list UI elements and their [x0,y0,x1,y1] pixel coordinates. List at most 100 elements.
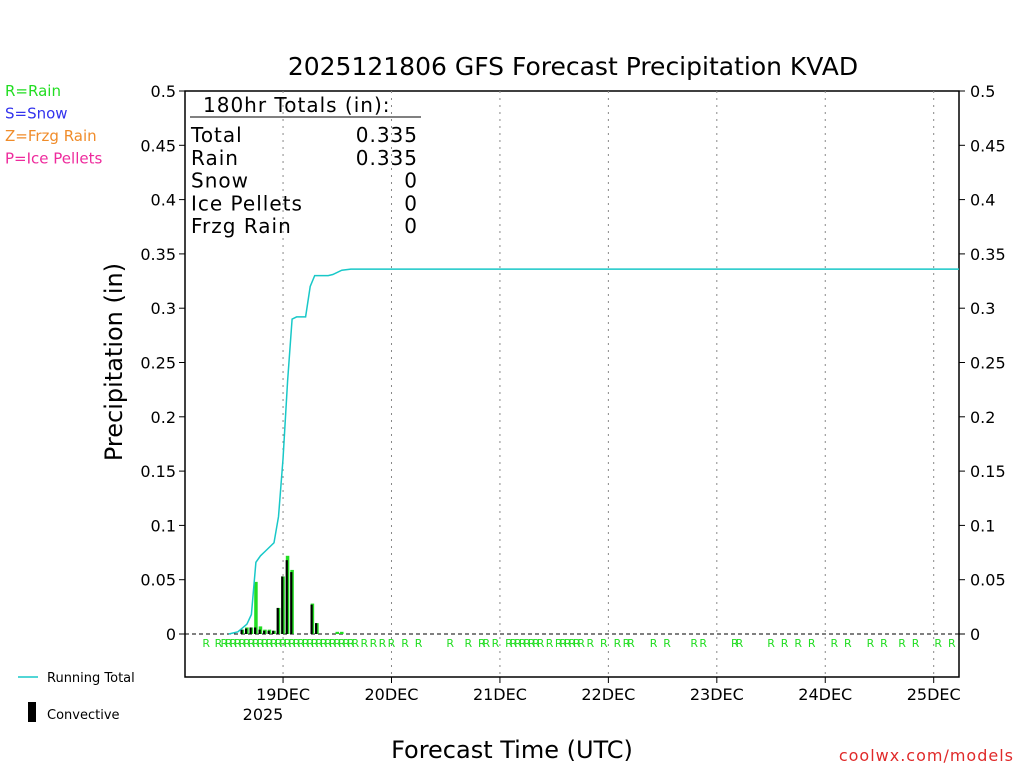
totals-label-total: Total [190,123,243,147]
rain-marker: R [532,637,540,650]
y-axis-right: 0 0.05 0.1 0.15 0.2 0.25 0.3 0.35 0.4 0.45 0.5 [959,82,1006,644]
rain-marker: R [844,637,852,650]
y-axis-left: 0 0.05 0.1 0.15 0.2 0.25 0.3 0.35 0.4 0.45 0.5 [140,82,185,644]
totals-value-snow: 0 [404,169,418,193]
rain-marker: R [333,637,341,650]
rain-marker: R [559,637,567,650]
running-total-legend-label: Running Total [47,671,135,686]
rain-marker: R [415,637,423,650]
rain-marker: R [239,637,247,650]
y-tick-label-right: 0.4 [970,191,995,210]
rain-marker: R [650,637,658,650]
rain-marker: R [279,637,287,650]
y-tick-label-right: 0.5 [970,82,995,101]
x-tick-label-25dec: 25DEC [907,685,961,704]
rain-marker: R [586,637,594,650]
x-axis-title: Forecast Time (UTC) [391,736,633,764]
convective-bar [254,627,257,634]
precip-bar [254,581,258,634]
x-axis: 19DEC 20DEC 21DEC 22DEC 23DEC 24DEC 25DEC [256,677,961,704]
legend-item-ice-pellets: P=Ice Pellets [5,150,102,168]
rain-marker: R [514,637,522,650]
y-tick-label-right: 0 [970,625,980,644]
rain-marker: R [243,637,251,650]
rain-marker: R [690,637,698,650]
totals-header: 180hr Totals (in): [203,93,391,117]
y-tick-label-left: 0.1 [151,516,176,535]
y-tick-label-right: 0.1 [970,516,995,535]
precip-bar [340,631,344,634]
x-tick-label-20dec: 20DEC [365,685,419,704]
rain-marker: R [767,637,775,650]
totals-box: 180hr Totals (in): Total 0.335 Rain 0.335 Sn… [190,93,421,238]
rain-marker: R [573,637,581,650]
rain-marker: R [306,637,314,650]
rain-marker: R [302,637,310,650]
convective-bar [281,576,284,634]
totals-rows: Total 0.335 Rain 0.335 Snow 0 Ice Pellets 0 Frzg… [190,123,418,238]
x-tick-label-23dec: 23DEC [690,685,744,704]
rain-marker: R [898,637,906,650]
rain-marker: R [781,637,789,650]
convective-bar [276,607,279,634]
rain-marker: R [614,637,622,650]
legend-item-rain: R=Rain [5,82,61,100]
convective-bar [272,630,275,634]
running-total-line [228,268,959,635]
rain-marker: R [342,637,350,650]
rain-marker: R [266,637,274,650]
rain-marker: R [248,637,256,650]
rain-marker: R [880,637,888,650]
y-tick-label-right: 0.25 [970,354,1006,373]
y-tick-label-left: 0.25 [140,354,176,373]
rain-marker: R [270,637,278,650]
rain-marker: R [275,637,283,650]
y-tick-label-left: 0.05 [140,571,176,590]
rain-marker: R [523,637,531,650]
rain-marker: R [370,637,378,650]
rain-marker: R [352,637,360,650]
convective-bar [310,604,313,634]
rain-marker: R [600,637,608,650]
totals-label-ice-pellets: Ice Pellets [191,191,303,215]
y-tick-label-right: 0.3 [970,299,995,318]
y-tick-label-left: 0.45 [140,136,176,155]
convective-bar [245,628,248,634]
convective-bar [285,560,288,634]
x-axis-year: 2025 [243,705,284,724]
y-axis-title: Precipitation (in) [100,263,128,461]
y-tick-label-left: 0.4 [151,191,176,210]
rain-marker: R [257,637,265,650]
rain-marker: R [867,637,875,650]
totals-value-frzg-rain: 0 [404,214,418,238]
rain-marker: R [505,637,513,650]
y-tick-label-left: 0.35 [140,245,176,264]
precip-bar [335,631,340,634]
rain-marker: R [528,637,536,650]
rain-marker: R [736,637,744,650]
x-tick-label-21dec: 21DEC [473,685,527,704]
rain-marker: R [934,637,942,650]
y-tick-label-left: 0.5 [151,82,176,101]
rain-marker: R [338,637,346,650]
totals-value-ice-pellets: 0 [404,191,418,215]
convective-bar [315,623,318,634]
credit-link[interactable]: coolwx.com/models [839,746,1014,765]
rain-marker: R [510,637,518,650]
rain-marker: R [519,637,527,650]
totals-value-rain: 0.335 [356,146,418,170]
rain-marker: R [731,637,739,650]
rain-marker: R [446,637,454,650]
convective-bar [263,630,266,634]
y-tick-label-left: 0.15 [140,462,176,481]
convective-legend-label: Convective [47,708,120,723]
rain-marker: R [388,637,396,650]
rain-marker: R [537,637,545,650]
y-tick-label-right: 0.15 [970,462,1006,481]
x-tick-label-19dec: 19DEC [256,685,310,704]
rain-marker: R [948,637,956,650]
rain-marker: R [225,637,233,650]
rain-marker: R [234,637,242,650]
rain-marker: R [663,637,671,650]
